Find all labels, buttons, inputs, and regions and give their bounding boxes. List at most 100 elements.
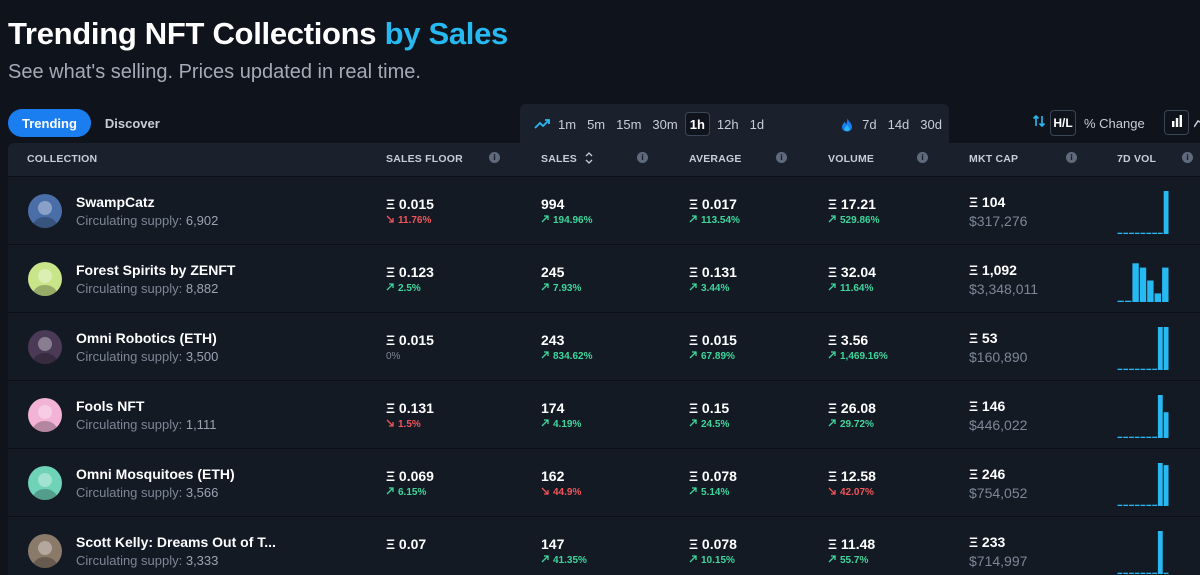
supply-label: Circulating supply: <box>76 281 183 296</box>
average-value: Ξ 0.131 <box>689 264 737 280</box>
info-icon[interactable]: i <box>1182 152 1193 163</box>
sparkline-bar <box>1163 412 1169 438</box>
floor-change: 11.76% <box>386 215 431 226</box>
info-icon[interactable]: i <box>637 152 648 163</box>
eth-icon: Ξ <box>828 264 838 280</box>
sparkline-bar <box>1140 572 1146 574</box>
average-change: 5.14% <box>689 487 729 498</box>
time-filter-7d[interactable]: 7d <box>862 116 877 132</box>
arrow-up-right-icon <box>689 487 701 498</box>
arrow-up-right-icon <box>541 215 553 226</box>
sort-icon[interactable] <box>585 151 593 165</box>
time-filter-1h[interactable]: 1h <box>684 112 710 136</box>
volume-change: 42.07% <box>828 487 874 498</box>
collection-avatar[interactable] <box>28 398 62 432</box>
average-value: Ξ 0.15 <box>689 400 729 416</box>
volume-change: 11.64% <box>828 283 873 294</box>
volume-number: 17.21 <box>840 196 876 212</box>
sales-value: 147 <box>541 536 564 552</box>
eth-icon: Ξ <box>969 466 979 482</box>
eth-icon: Ξ <box>828 196 838 212</box>
average-value: Ξ 0.078 <box>689 468 737 484</box>
supply-value: 3,500 <box>185 349 219 364</box>
swap-arrows-icon[interactable] <box>1032 114 1046 133</box>
time-filter-15m[interactable]: 15m <box>616 116 642 132</box>
col-collection[interactable]: COLLECTION <box>27 153 98 165</box>
sparkline-bar <box>1140 504 1146 506</box>
collection-name[interactable]: Scott Kelly: Dreams Out of T... <box>76 534 276 550</box>
collection-name[interactable]: SwampCatz <box>76 194 155 210</box>
info-icon[interactable]: i <box>917 152 928 163</box>
chart-view-button[interactable] <box>1164 110 1189 135</box>
floor-change-value: 6.15% <box>398 487 427 498</box>
floor-number: 0.123 <box>398 264 434 280</box>
tab-discover[interactable]: Discover <box>104 115 160 131</box>
tab-trending[interactable]: Trending <box>8 109 91 137</box>
sparkline-bar <box>1129 504 1134 506</box>
high-low-toggle[interactable]: H/L <box>1050 110 1076 136</box>
table-row[interactable]: Scott Kelly: Dreams Out of T... Circulati… <box>8 516 1200 575</box>
average-change: 10.15% <box>689 555 735 566</box>
market-cap-usd: $3,348,011 <box>969 281 1039 297</box>
collection-avatar[interactable] <box>28 466 62 500</box>
col-sales[interactable]: SALES <box>541 153 578 165</box>
volume-sparkline <box>1117 531 1169 574</box>
col-7d-vol[interactable]: 7D VOL <box>1117 153 1157 165</box>
collection-avatar[interactable] <box>28 330 62 364</box>
table-row[interactable]: Fools NFT Circulating supply: 1,111 Ξ 0.13… <box>8 380 1200 448</box>
collection-avatar[interactable] <box>28 262 62 296</box>
fire-icon <box>839 115 854 133</box>
table-row[interactable]: SwampCatz Circulating supply: 6,902 Ξ 0.01… <box>8 176 1200 244</box>
arrow-up-right-icon <box>689 555 701 566</box>
col-sales-floor[interactable]: SALES FLOOR <box>386 153 463 165</box>
sparkline-bar <box>1157 232 1163 234</box>
sparkline-bar <box>1129 436 1134 438</box>
floor-change: 0% <box>386 351 400 362</box>
market-cap-eth-value: 246 <box>981 466 1006 482</box>
collection-name[interactable]: Fools NFT <box>76 398 145 414</box>
arrow-up-right-icon <box>689 215 701 226</box>
time-filter-1m[interactable]: 1m <box>558 116 577 132</box>
time-filter-1d[interactable]: 1d <box>749 116 765 132</box>
collection-name[interactable]: Omni Robotics (ETH) <box>76 330 217 346</box>
col-volume[interactable]: VOLUME <box>828 153 875 165</box>
percent-change-toggle[interactable]: % Change <box>1084 115 1145 131</box>
volume-change-value: 1,469.16% <box>840 351 888 362</box>
sales-value: 162 <box>541 468 564 484</box>
time-filter-14d[interactable]: 14d <box>887 116 910 132</box>
table-row[interactable]: Omni Robotics (ETH) Circulating supply: 3… <box>8 312 1200 380</box>
table-row[interactable]: Omni Mosquitoes (ETH) Circulating supply:… <box>8 448 1200 516</box>
floor-number: 0.069 <box>398 468 434 484</box>
eth-icon: Ξ <box>386 400 396 416</box>
market-cap-eth-value: 233 <box>981 534 1006 550</box>
supply-value: 6,902 <box>185 213 219 228</box>
collection-name[interactable]: Forest Spirits by ZENFT <box>76 262 236 278</box>
info-icon[interactable]: i <box>1066 152 1077 163</box>
collection-name[interactable]: Omni Mosquitoes (ETH) <box>76 466 235 482</box>
table-row[interactable]: Forest Spirits by ZENFT Circulating suppl… <box>8 244 1200 312</box>
col-mkt-cap[interactable]: MKT CAP <box>969 153 1019 165</box>
average-value: Ξ 0.017 <box>689 196 737 212</box>
sparkline-bar <box>1157 395 1163 438</box>
supply-value: 3,333 <box>185 553 219 568</box>
sparkline-bar <box>1129 572 1134 574</box>
sparkline-bar <box>1146 232 1152 234</box>
time-filter-30m[interactable]: 30m <box>652 116 678 132</box>
collection-avatar[interactable] <box>28 194 62 228</box>
supply-label: Circulating supply: <box>76 553 183 568</box>
info-icon[interactable]: i <box>776 152 787 163</box>
col-average[interactable]: AVERAGE <box>689 153 742 165</box>
sales-number: 174 <box>541 400 565 416</box>
sparkline-bar <box>1157 531 1163 574</box>
volume-change-value: 55.7% <box>840 555 869 566</box>
time-filter-12h[interactable]: 12h <box>716 116 739 132</box>
collection-avatar[interactable] <box>28 534 62 568</box>
time-filter-5m[interactable]: 5m <box>587 116 606 132</box>
info-icon[interactable]: i <box>489 152 500 163</box>
line-chart-icon[interactable] <box>1193 115 1200 129</box>
eth-icon: Ξ <box>969 330 979 346</box>
time-filter-30d[interactable]: 30d <box>920 116 942 132</box>
circulating-supply: Circulating supply: 1,111 <box>76 417 216 432</box>
sparkline-bar <box>1152 232 1157 234</box>
average-value: Ξ 0.015 <box>689 332 737 348</box>
